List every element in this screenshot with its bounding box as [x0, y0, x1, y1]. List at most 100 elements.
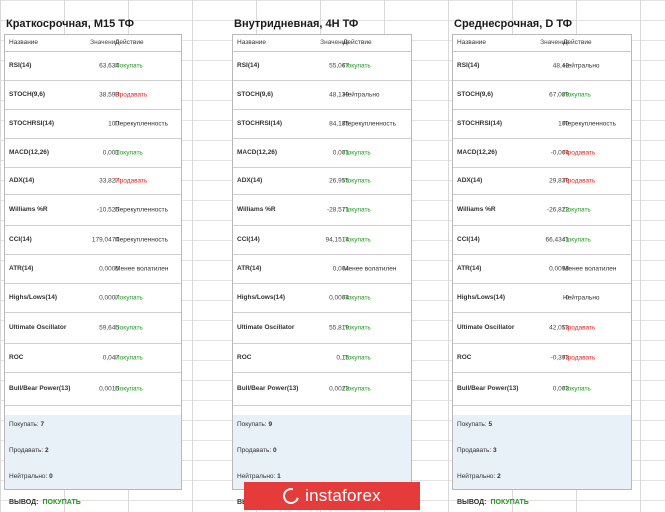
- panel-1: Краткосрочная, M15 ТФ Название Значение Дей…: [4, 14, 182, 506]
- indicator-value: 0,0005: [99, 265, 119, 273]
- neutral-label: Нейтрально:: [237, 473, 276, 480]
- neutral-label: Нейтрально:: [9, 473, 48, 480]
- indicator-value: 48,42: [552, 62, 569, 70]
- indicator-name: Williams %R: [457, 205, 496, 213]
- indicator-action: Покупать: [115, 149, 143, 157]
- indicator-action: Менее волатилен: [343, 265, 397, 273]
- summary-block: Покупать: 5 Продавать: 3 Нейтрально: 2 ВЫВО…: [453, 415, 631, 506]
- indicator-value: 0,0007: [99, 294, 119, 302]
- panel-title: Краткосрочная, M15 ТФ: [6, 18, 134, 30]
- panel-title: Внутридневная, 4H ТФ: [234, 18, 359, 30]
- neutral-count: 2: [497, 473, 501, 480]
- neutral-count-line: Нейтрально: 1: [237, 473, 281, 480]
- indicator-name: ADX(14): [457, 176, 483, 184]
- indicator-action: Покупать: [563, 206, 591, 214]
- indicator-action: Покупать: [115, 294, 143, 302]
- indicator-action: Нейтрально: [343, 91, 380, 99]
- indicator-value: 0,001: [332, 149, 349, 157]
- buy-count: 9: [268, 421, 273, 428]
- indicator-action: Покупать: [115, 354, 143, 362]
- indicator-value: 63,634: [99, 62, 119, 70]
- indicator-name: CCI(14): [457, 235, 480, 243]
- header-action: Действие: [115, 39, 144, 46]
- sell-label: Продавать:: [457, 447, 492, 454]
- table-row: STOCH(9,6) 48,139 Нейтрально: [233, 81, 411, 110]
- indicator-action: Перекупленность: [343, 120, 397, 128]
- indicator-name: RSI(14): [9, 61, 32, 69]
- table-row: Ultimate Oscillator 42,053 Продавать: [453, 313, 631, 344]
- instaforex-logo: instaforex: [244, 482, 420, 510]
- indicator-value: 0,001: [102, 149, 119, 157]
- indicator-value: 42,053: [549, 324, 569, 332]
- indicator-action: Покупать: [343, 294, 371, 302]
- indicator-value: 55,819: [329, 324, 349, 332]
- table-row: STOCH(9,6) 38,598 Продавать: [5, 81, 181, 110]
- indicator-value: 67,089: [549, 91, 569, 99]
- indicator-action: Нейтрально: [563, 294, 600, 302]
- indicator-action: Покупать: [343, 177, 371, 185]
- instaforex-ring-icon: [280, 485, 303, 507]
- indicator-value: 59,645: [99, 324, 119, 332]
- indicator-name: Ultimate Oscillator: [237, 323, 295, 331]
- indicator-name: Highs/Lows(14): [237, 293, 286, 301]
- indicator-action: Продавать: [563, 177, 596, 185]
- sell-count: 3: [493, 447, 497, 454]
- indicator-action: Покупать: [563, 385, 591, 393]
- sell-label: Продавать:: [237, 447, 272, 454]
- buy-label: Покупать:: [457, 421, 487, 428]
- table-row: ADX(14) 26,955 Покупать: [233, 168, 411, 195]
- indicator-action: Продавать: [563, 324, 596, 332]
- indicator-value: 179,0474: [91, 236, 119, 244]
- table-row: MACD(12,26) -0,004 Продавать: [453, 139, 631, 168]
- indicator-name: Bull/Bear Power(13): [457, 384, 519, 392]
- table-row: STOCHRSI(14) 100 Перекупленность: [5, 110, 181, 139]
- neutral-count-line: Нейтрально: 2: [457, 473, 501, 480]
- indicator-value: 29,839: [549, 177, 569, 185]
- header-value: Значение: [90, 39, 119, 46]
- buy-label: Покупать:: [237, 421, 267, 428]
- table-row: CCI(14) 66,4341 Покупать: [453, 226, 631, 255]
- table-header: Название Значение Действие: [453, 35, 631, 52]
- indicator-action: Перекупленность: [563, 120, 617, 128]
- table-row: Ultimate Oscillator 59,645 Покупать: [5, 313, 181, 344]
- indicator-value: 0,047: [102, 354, 119, 362]
- indicator-table: Название Значение Действие RSI(14) 63,634 Пок…: [4, 34, 182, 506]
- indicator-name: RSI(14): [457, 61, 480, 69]
- indicator-name: Williams %R: [237, 205, 276, 213]
- indicator-value: 0,003: [552, 385, 569, 393]
- verdict-label: ВЫВОД:: [9, 499, 39, 506]
- indicator-value: 0,0016: [99, 385, 119, 393]
- buy-count-line: Покупать: 5: [457, 421, 492, 428]
- indicator-value: -0,004: [550, 149, 569, 157]
- indicator-action: Перекупленность: [115, 236, 169, 244]
- indicator-action: Покупать: [343, 62, 371, 70]
- indicator-name: RSI(14): [237, 61, 260, 69]
- indicator-action: Покупать: [115, 324, 143, 332]
- indicator-action: Покупать: [115, 62, 143, 70]
- table-row: ATR(14) 0,0005 Менее волатилен: [5, 255, 181, 284]
- indicator-value: 84,185: [329, 120, 349, 128]
- indicator-value: 48,139: [329, 91, 349, 99]
- indicator-action: Менее волатилен: [115, 265, 169, 273]
- indicator-value: 94,1514: [325, 236, 350, 244]
- indicator-value: 0,0023: [329, 385, 349, 393]
- indicator-name: ADX(14): [9, 176, 35, 184]
- buy-count: 7: [40, 421, 45, 428]
- buy-count-line: Покупать: 7: [9, 421, 44, 428]
- header-name: Название: [457, 38, 487, 46]
- indicator-value: 0,004: [332, 265, 349, 273]
- indicator-name: MACD(12,26): [457, 148, 498, 156]
- indicator-value: 33,827: [99, 177, 119, 185]
- indicator-value: 0,0098: [549, 265, 569, 273]
- indicator-table: Название Значение Действие RSI(14) 55,067 Пок…: [232, 34, 412, 506]
- table-header: Название Значение Действие: [5, 35, 181, 52]
- neutral-label: Нейтрально:: [457, 473, 496, 480]
- indicator-name: CCI(14): [9, 235, 32, 243]
- indicator-name: STOCH(9,6): [9, 90, 45, 98]
- indicator-name: ATR(14): [457, 264, 482, 272]
- indicator-value: -0,393: [550, 354, 569, 362]
- indicator-name: STOCHRSI(14): [457, 119, 503, 127]
- indicator-name: Ultimate Oscillator: [9, 323, 67, 331]
- sell-count-line: Продавать: 2: [9, 447, 49, 454]
